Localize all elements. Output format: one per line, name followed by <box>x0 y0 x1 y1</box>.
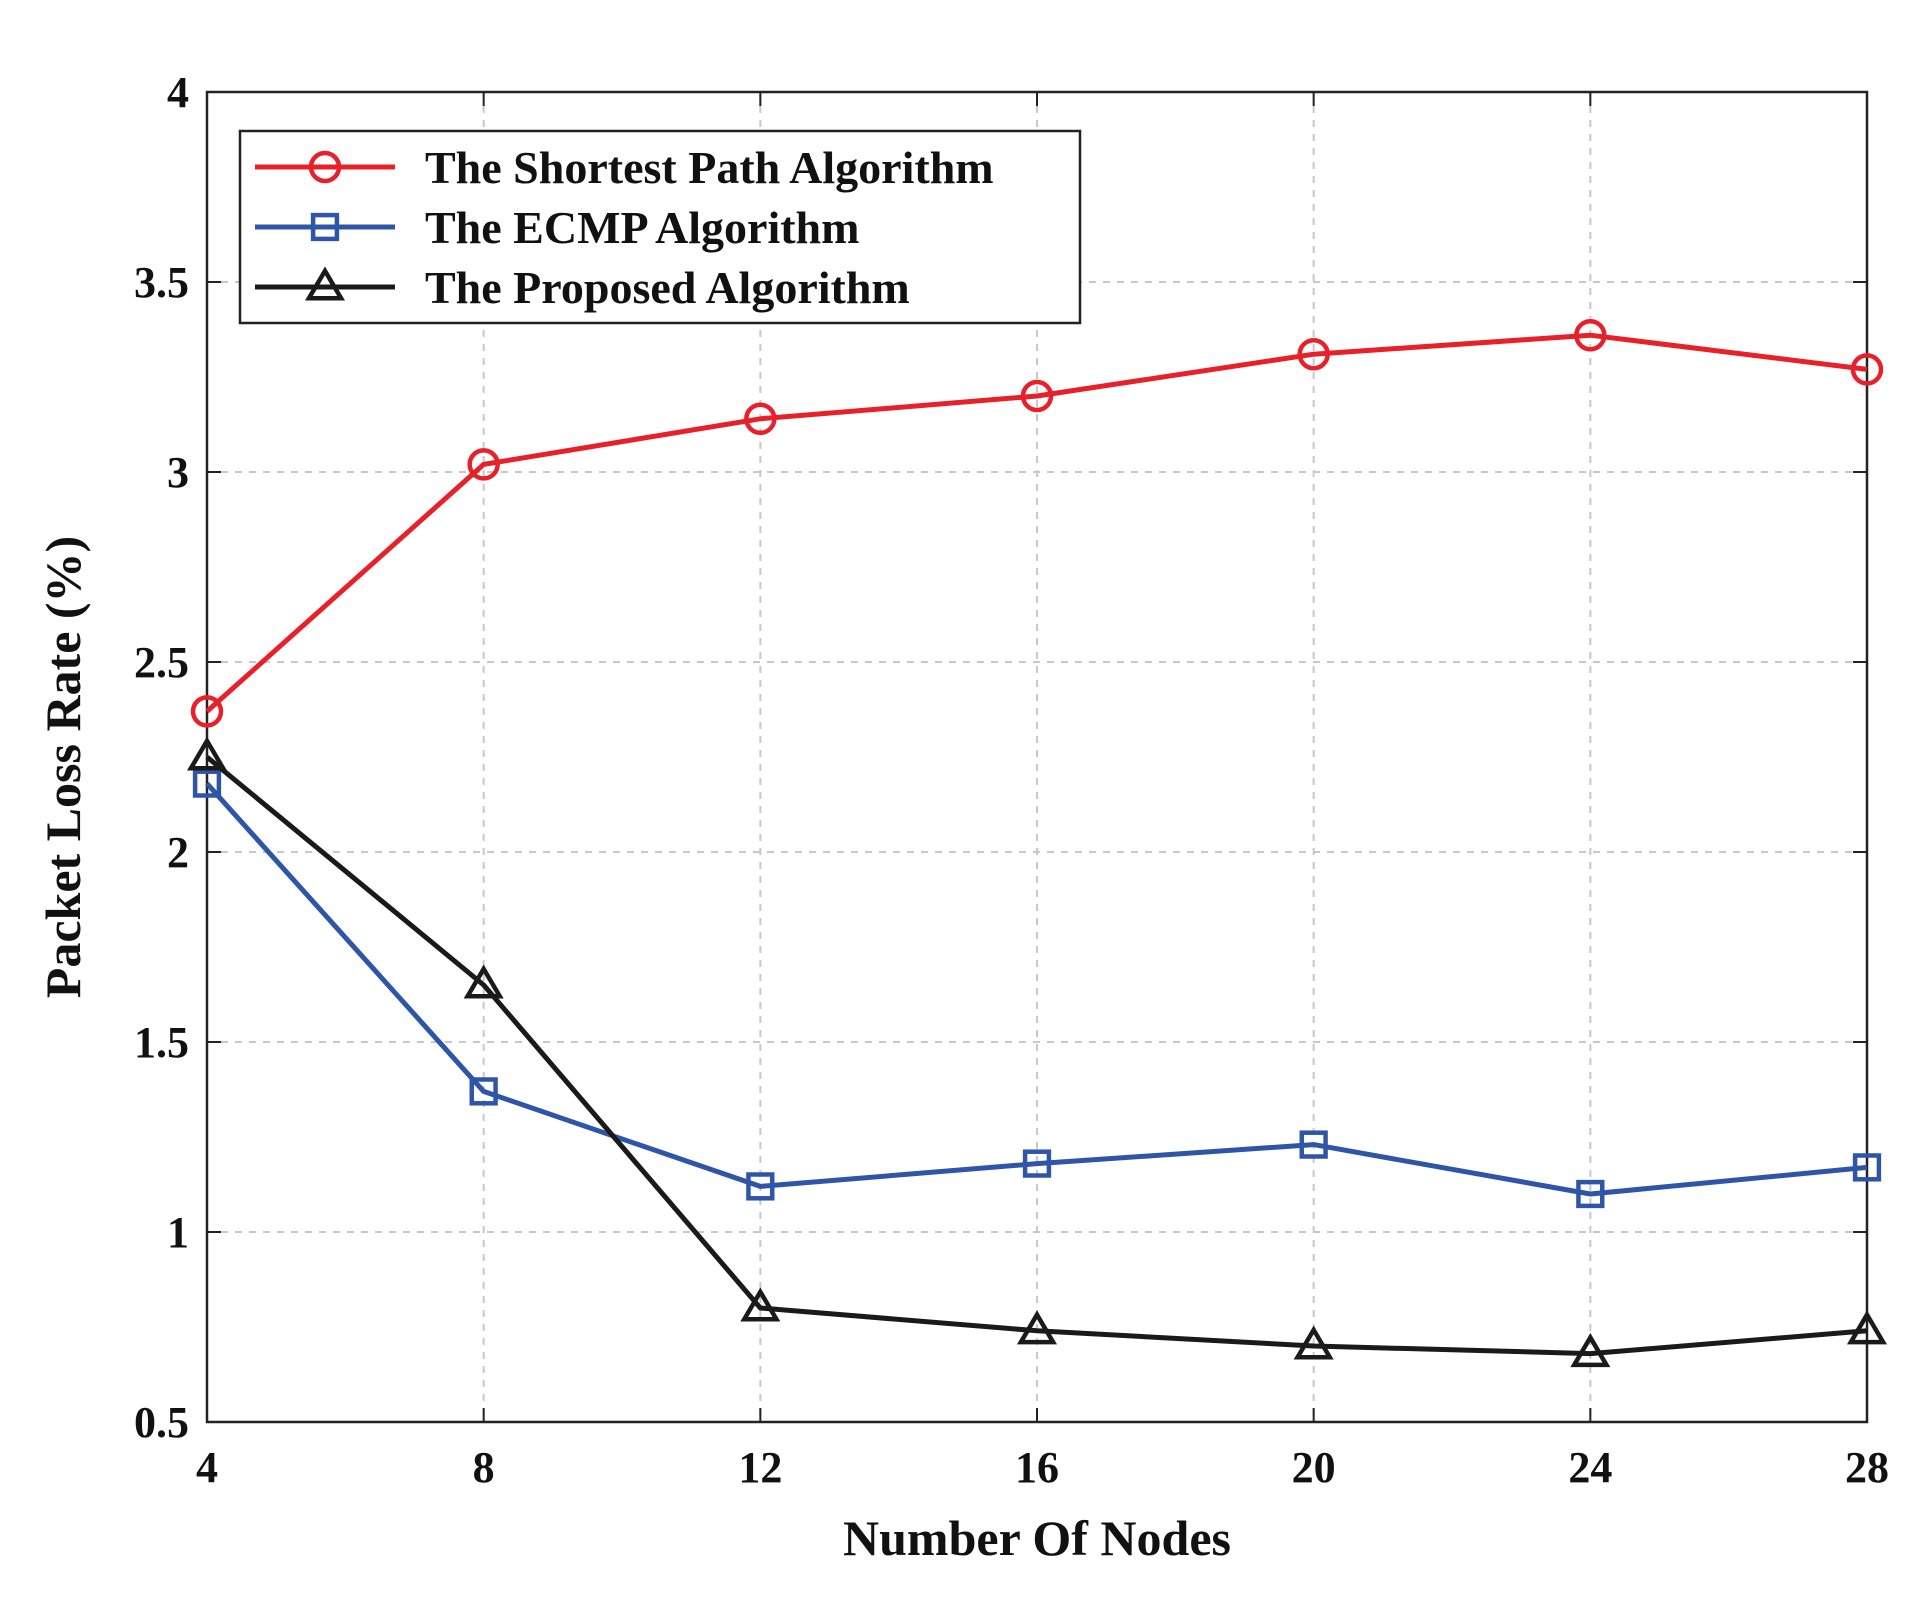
legend-label: The Shortest Path Algorithm <box>425 142 994 193</box>
y-tick-label: 2.5 <box>134 638 189 687</box>
data-point-square <box>1576 1179 1605 1209</box>
data-point-square <box>1852 1153 1882 1182</box>
y-tick-label: 1 <box>167 1208 189 1257</box>
y-tick-label: 0.5 <box>134 1398 189 1447</box>
data-point-circle <box>190 695 224 728</box>
data-point-square <box>1022 1149 1052 1178</box>
x-tick-label: 16 <box>1015 1443 1059 1492</box>
legend-marker-circle <box>308 150 342 184</box>
legend-marker-triangle <box>304 266 346 301</box>
y-tick-label: 3.5 <box>134 258 189 307</box>
data-point-circle <box>1297 337 1330 371</box>
y-tick-labels: 0.5 1 1.5 2 2.5 3 3.5 4 <box>134 68 189 1447</box>
y-tick-label: 2 <box>167 828 189 877</box>
data-point-circle <box>1574 318 1607 352</box>
series-line <box>205 781 1868 1197</box>
x-tick-label: 28 <box>1845 1443 1889 1492</box>
legend-item: The Proposed Algorithm <box>255 262 910 313</box>
legend-label: The ECMP Algorithm <box>425 202 859 253</box>
data-point-triangle <box>186 736 228 771</box>
legend-label: The Proposed Algorithm <box>425 262 910 313</box>
data-point-square <box>746 1172 775 1201</box>
data-point-triangle <box>740 1287 781 1322</box>
series-triangle <box>186 736 1888 1368</box>
data-point-circle <box>1850 353 1884 386</box>
series-line <box>205 332 1868 714</box>
data-point-triangle <box>1570 1333 1611 1368</box>
x-tick-label: 20 <box>1292 1443 1336 1492</box>
x-tick-label: 4 <box>196 1443 218 1492</box>
x-tick-label: 8 <box>473 1443 495 1492</box>
x-axis-title: Number Of Nodes <box>843 1510 1231 1566</box>
series-group <box>186 318 1888 1368</box>
data-point-triangle <box>1846 1310 1888 1345</box>
legend-marker-square <box>310 212 340 242</box>
series-line <box>205 755 1868 1357</box>
data-point-square <box>469 1077 498 1106</box>
data-point-triangle <box>1016 1310 1058 1345</box>
data-point-circle <box>744 402 777 436</box>
y-axis-title: Packet Loss Rate (%) <box>35 536 91 998</box>
data-point-triangle <box>463 964 504 999</box>
series-square <box>192 769 1882 1209</box>
data-point-square <box>192 769 222 798</box>
data-point-circle <box>467 448 500 481</box>
legend-item: The ECMP Algorithm <box>255 202 859 253</box>
x-tick-labels: 4 8 12 16 20 24 28 <box>196 1443 1889 1492</box>
legend: The Shortest Path Algorithm The ECMP Algo… <box>238 129 1082 325</box>
y-tick-label: 4 <box>167 68 189 117</box>
legend-item: The Shortest Path Algorithm <box>255 142 994 193</box>
x-tick-label: 12 <box>738 1443 782 1492</box>
data-point-triangle <box>1293 1325 1334 1360</box>
y-tick-label: 1.5 <box>134 1018 189 1067</box>
series-circle <box>190 318 1884 728</box>
y-tick-label: 3 <box>167 448 189 497</box>
data-point-circle <box>1020 379 1054 413</box>
x-tick-label: 24 <box>1568 1443 1612 1492</box>
data-point-square <box>1299 1130 1328 1159</box>
